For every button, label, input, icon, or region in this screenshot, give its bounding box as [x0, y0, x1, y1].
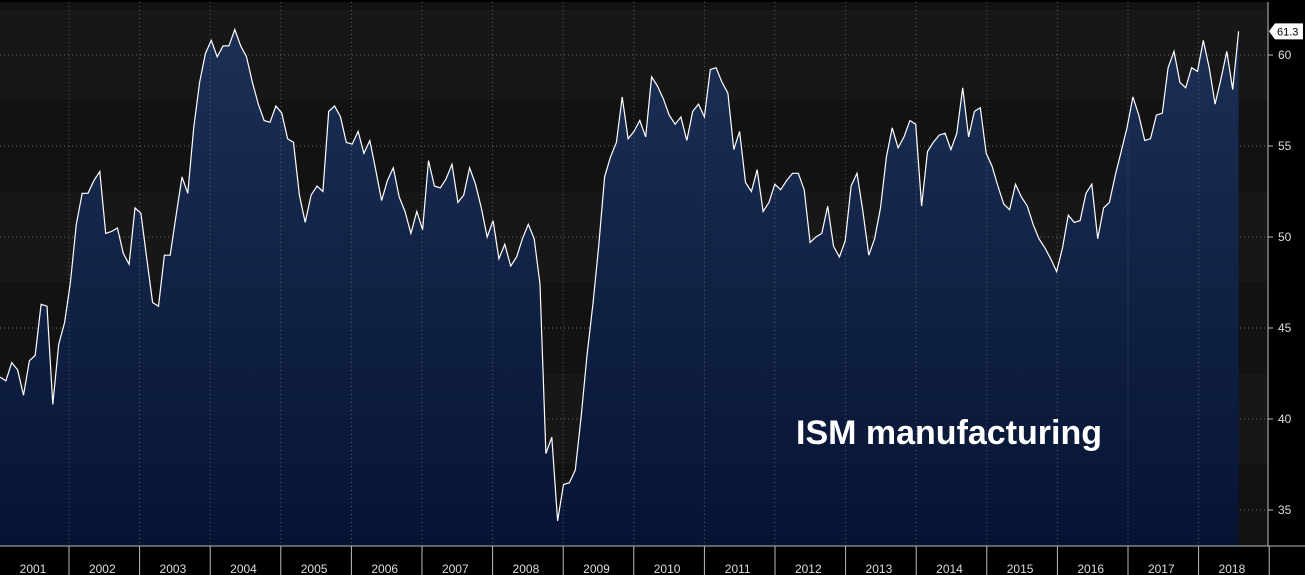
x-tick-label: 2018: [1219, 562, 1246, 575]
x-tick-label: 2004: [230, 562, 257, 575]
x-tick-label: 2003: [160, 562, 187, 575]
y-tick-label: 55: [1278, 139, 1292, 153]
x-axis-ticks: 2001 2002 2003 2004 2005 2006 2007 2008 2009 2010…: [20, 546, 1270, 575]
ism-area-fill: [0, 29, 1239, 546]
y-tick-label: 40: [1278, 412, 1292, 426]
x-tick-label: 2012: [795, 562, 822, 575]
x-tick-label: 2001: [20, 562, 47, 575]
x-tick-label: 2010: [654, 562, 681, 575]
y-tick-label: 45: [1278, 321, 1292, 335]
ism-series-line: [0, 27, 1240, 521]
x-tick-label: 2009: [583, 562, 610, 575]
y-tick-label: 60: [1278, 48, 1292, 62]
y-tick-label: 50: [1278, 230, 1292, 244]
chart-annotation: ISM manufacturing: [796, 414, 1102, 452]
x-tick-label: 2011: [725, 562, 751, 575]
x-tick-label: 2015: [1007, 562, 1034, 575]
x-tick-label: 2016: [1077, 562, 1104, 575]
y-tick-label: 35: [1278, 503, 1292, 517]
vertical-grid-lines: [68, 2, 1200, 546]
x-tick-label: 2013: [866, 562, 893, 575]
x-tick-label: 2006: [371, 562, 398, 575]
x-tick-label: 2005: [301, 562, 328, 575]
x-tick-label: 2007: [442, 562, 469, 575]
last-value-marker: 61.3: [1269, 23, 1303, 40]
last-value-box: [1269, 23, 1303, 40]
x-tick-label: 2017: [1148, 562, 1175, 575]
x-tick-label: 2002: [89, 562, 116, 575]
y-axis-ticks: 35 40 45 50 55 60: [1268, 48, 1292, 517]
axes: [0, 2, 1305, 547]
x-tick-label: 2014: [936, 562, 963, 575]
x-tick-label: 2008: [513, 562, 540, 575]
last-value-label: 61.3: [1277, 26, 1298, 38]
